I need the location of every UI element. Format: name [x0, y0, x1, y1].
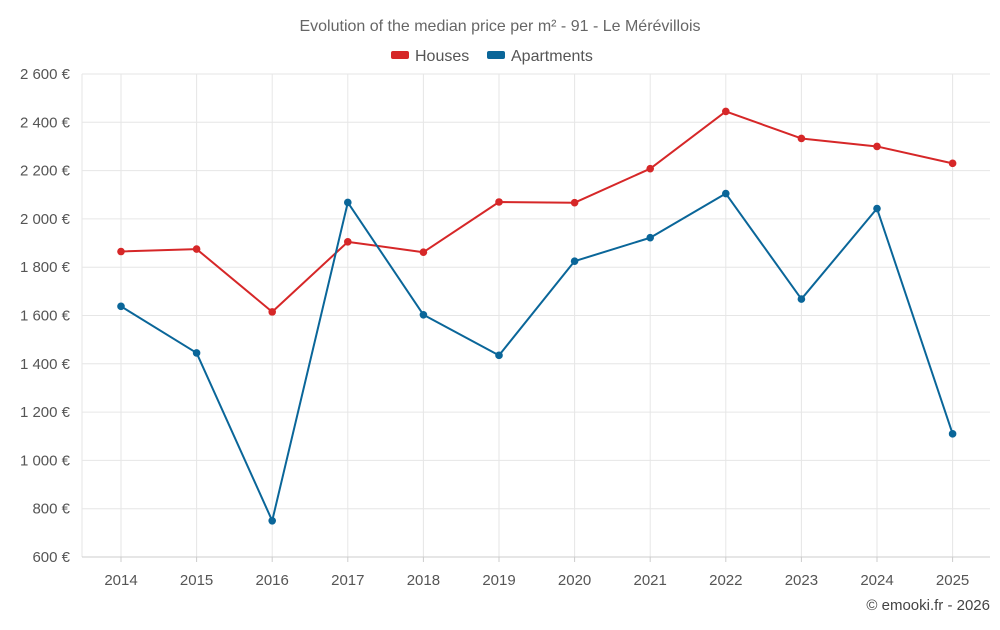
x-tick-label: 2014	[104, 572, 137, 589]
legend-swatch-houses	[391, 51, 409, 59]
data-point-houses[interactable]	[117, 247, 125, 256]
series-houses	[117, 107, 957, 316]
legend-item-houses[interactable]: Houses	[391, 48, 469, 65]
x-tick-label: 2019	[482, 572, 515, 589]
data-point-apartments[interactable]	[117, 302, 125, 311]
data-point-houses[interactable]	[495, 198, 503, 206]
x-tick-label: 2016	[256, 572, 289, 589]
series-line-apartments	[120, 192, 954, 522]
data-point-apartments[interactable]	[797, 295, 806, 303]
chart-title: Evolution of the median price per m² - 9…	[299, 18, 700, 35]
series-line-houses	[120, 110, 953, 313]
legend-item-apartments[interactable]: Apartments	[487, 48, 593, 65]
data-point-apartments[interactable]	[873, 204, 881, 213]
data-point-apartments[interactable]	[344, 198, 352, 207]
x-tick-label: 2024	[860, 572, 893, 589]
legend-swatch-apartments	[487, 51, 505, 59]
x-tick-label: 2021	[634, 572, 667, 589]
y-tick-label: 1 400 €	[20, 356, 71, 373]
data-point-apartments[interactable]	[722, 189, 730, 198]
data-point-apartments[interactable]	[419, 310, 428, 319]
legend-label-apartments: Apartments	[511, 48, 593, 65]
legend-label-houses: Houses	[415, 48, 469, 65]
y-tick-label: 600 €	[32, 549, 70, 566]
y-tick-label: 2 400 €	[20, 114, 71, 131]
data-point-houses[interactable]	[192, 245, 201, 253]
data-point-houses[interactable]	[873, 142, 881, 151]
legend: Houses Apartments	[391, 48, 593, 65]
y-tick-label: 2 200 €	[20, 163, 71, 180]
data-point-houses[interactable]	[570, 198, 579, 207]
data-point-apartments[interactable]	[570, 257, 579, 265]
data-point-apartments[interactable]	[948, 430, 957, 438]
data-point-houses[interactable]	[646, 164, 654, 173]
data-point-houses[interactable]	[722, 107, 730, 116]
data-point-houses[interactable]	[797, 134, 806, 143]
series-apartments	[117, 189, 957, 525]
data-point-apartments[interactable]	[646, 233, 654, 242]
x-tick-label: 2022	[709, 572, 742, 589]
y-tick-label: 1 200 €	[20, 404, 71, 421]
y-tick-label: 1 600 €	[20, 308, 71, 325]
data-point-apartments[interactable]	[495, 351, 503, 360]
x-tick-label: 2015	[180, 572, 213, 589]
x-tick-label: 2018	[407, 572, 440, 589]
y-tick-label: 1 800 €	[20, 259, 71, 276]
data-point-houses[interactable]	[268, 308, 277, 316]
x-axis: 2014 2015 2016 2017 2018 2019 2020 2021 2022 2023…	[82, 556, 990, 589]
y-tick-label: 1 000 €	[20, 452, 71, 469]
grid	[82, 73, 990, 557]
data-point-houses[interactable]	[948, 159, 957, 168]
y-tick-label: 2 000 €	[20, 211, 71, 228]
data-point-houses[interactable]	[344, 238, 352, 246]
y-tick-label: 800 €	[32, 501, 70, 518]
series	[117, 107, 957, 525]
y-tick-label: 2 600 €	[20, 66, 71, 83]
data-point-apartments[interactable]	[192, 349, 201, 357]
data-point-apartments[interactable]	[268, 516, 277, 525]
x-tick-label: 2017	[331, 572, 364, 589]
y-axis: 600 € 800 € 1 000 € 1 200 € 1 400 € 1 600 € 1 …	[20, 66, 83, 566]
x-tick-label: 2020	[558, 572, 591, 589]
credit-text: © emooki.fr - 2026	[866, 597, 990, 614]
x-tick-label: 2025	[936, 572, 969, 589]
x-tick-label: 2023	[785, 572, 818, 589]
data-point-houses[interactable]	[419, 248, 428, 257]
